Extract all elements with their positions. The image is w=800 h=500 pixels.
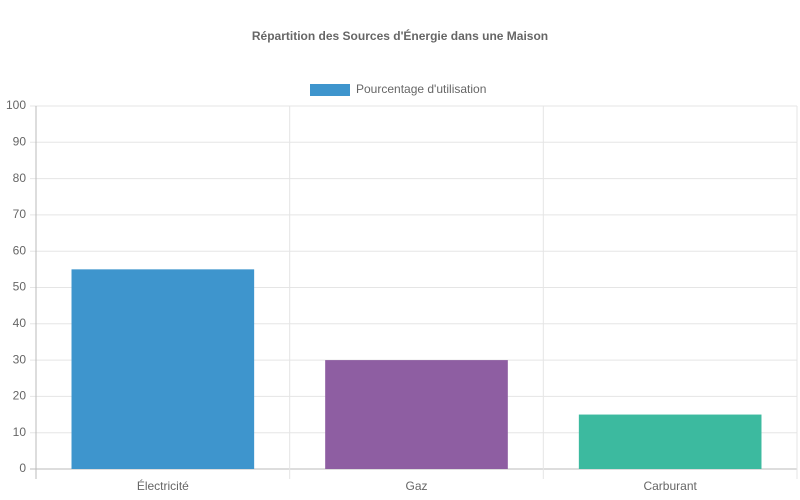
x-tick-label: Électricité [137,478,189,493]
y-tick-label: 40 [13,316,27,330]
x-tick-label: Carburant [643,479,697,493]
chart-title: Répartition des Sources d'Énergie dans u… [252,28,548,43]
bar [578,414,762,469]
legend-swatch [310,84,350,96]
y-tick-label: 0 [19,461,26,475]
y-tick-label: 50 [13,280,27,294]
legend-label: Pourcentage d'utilisation [356,82,486,96]
x-tick-label: Gaz [405,479,427,493]
y-tick-label: 100 [6,98,26,112]
y-tick-label: 90 [13,134,27,148]
y-tick-label: 70 [13,207,27,221]
y-tick-label: 80 [13,171,27,185]
y-tick-label: 60 [13,243,27,257]
bar [71,269,255,469]
y-tick-label: 30 [13,352,27,366]
y-tick-label: 20 [13,389,27,403]
bar [325,360,508,469]
y-tick-label: 10 [13,425,27,439]
